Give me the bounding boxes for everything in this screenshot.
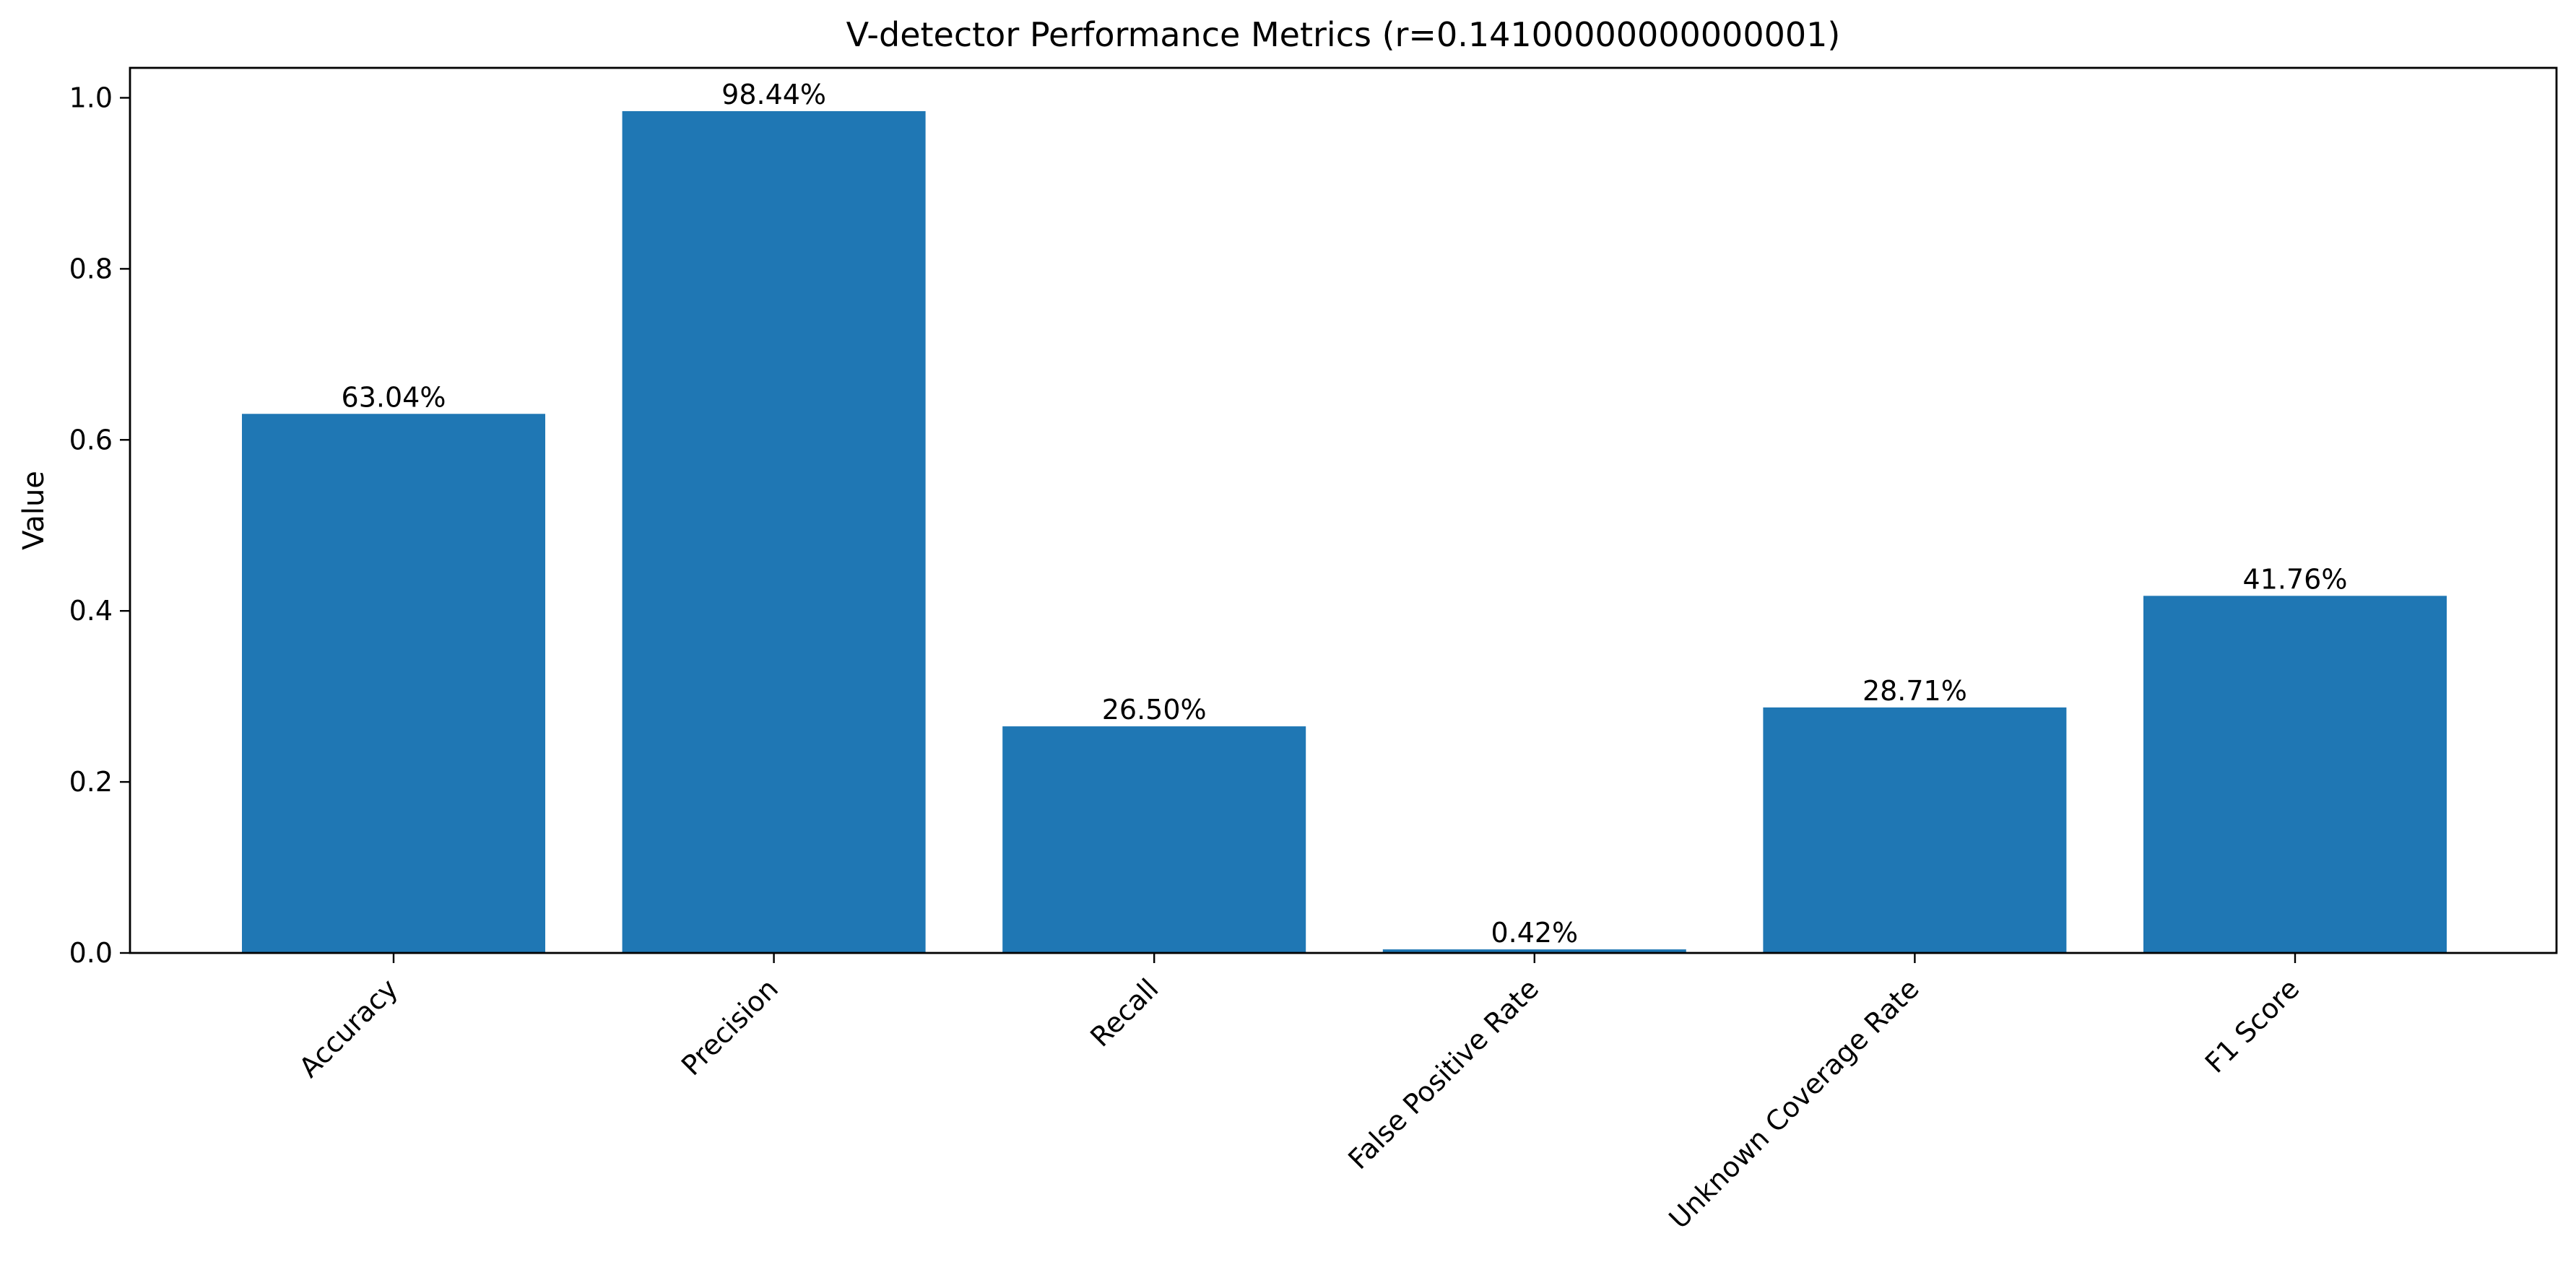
y-tick-label: 0.8 xyxy=(69,253,113,284)
bar-data-label: 63.04% xyxy=(342,381,446,413)
y-tick-label: 0.0 xyxy=(69,937,113,969)
y-axis-ticks: 0.0 0.2 0.4 0.6 0.8 1.0 xyxy=(69,82,130,969)
y-axis-label: Value xyxy=(17,471,51,550)
bar-data-label: 0.42% xyxy=(1491,917,1578,949)
bar xyxy=(1382,949,1686,953)
chart-title: V-detector Performance Metrics (r=0.1410… xyxy=(846,15,1841,54)
y-tick-label: 0.2 xyxy=(69,766,113,798)
bar-data-label: 28.71% xyxy=(1862,675,1967,707)
y-tick-label: 0.4 xyxy=(69,595,113,627)
bar-data-label: 26.50% xyxy=(1102,694,1207,726)
bar-data-labels: 63.04% 98.44% 26.50% 0.42% 28.71% 41.76% xyxy=(342,79,2348,949)
bar-data-label: 98.44% xyxy=(721,79,826,110)
y-tick-label: 1.0 xyxy=(69,82,113,113)
bar-data-label: 41.76% xyxy=(2243,563,2348,595)
plot-area-frame xyxy=(129,66,2558,954)
bar xyxy=(1002,726,1306,953)
bar xyxy=(1763,707,2067,953)
bar xyxy=(242,414,545,953)
bar xyxy=(622,110,926,954)
y-tick-label: 0.6 xyxy=(69,424,113,456)
bars-group xyxy=(242,110,2447,954)
bar xyxy=(2143,596,2447,953)
